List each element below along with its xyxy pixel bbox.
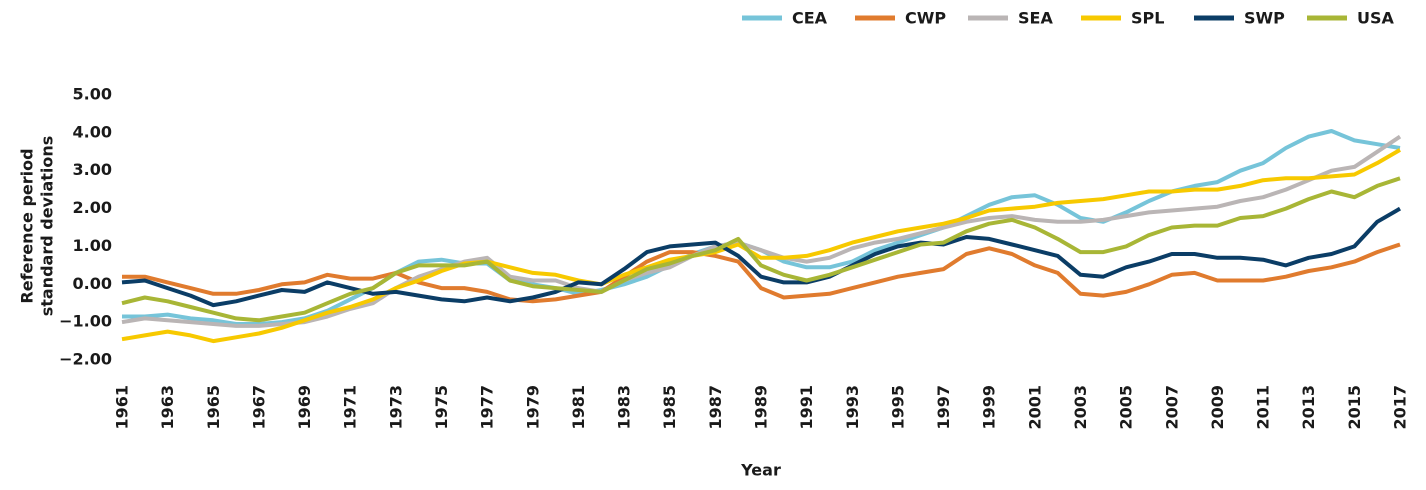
- x-tick-label: 1977: [478, 385, 497, 430]
- x-tick-label: 2015: [1345, 385, 1364, 430]
- x-tick-label: 1989: [752, 385, 771, 430]
- x-tick-label: 2011: [1254, 385, 1273, 430]
- y-tick-label: 5.00: [73, 85, 112, 104]
- y-tick-label: −1.00: [59, 312, 112, 331]
- y-tick-label: 2.00: [73, 198, 112, 217]
- x-tick-label: 1969: [295, 385, 314, 430]
- x-tick-label: 2007: [1162, 385, 1181, 430]
- x-tick-label: 2013: [1299, 385, 1318, 430]
- x-tick-label: 1997: [934, 385, 953, 430]
- y-axis-label: Reference period: [18, 148, 37, 303]
- legend-label: USA: [1357, 9, 1395, 28]
- y-tick-label: 0.00: [73, 274, 112, 293]
- legend-label: CEA: [792, 9, 828, 28]
- series-line: [121, 148, 1402, 344]
- x-tick-label: 2005: [1117, 385, 1136, 430]
- x-tick-label: 1993: [843, 385, 862, 430]
- x-tick-label: 2001: [1025, 385, 1044, 430]
- x-tick-label: 1971: [341, 385, 360, 430]
- x-tick-label: 1987: [706, 385, 725, 430]
- x-tick-label: 1981: [569, 385, 588, 430]
- x-tick-label: 1975: [432, 385, 451, 430]
- y-tick-label: −2.00: [59, 350, 112, 369]
- y-axis-label: standard deviations: [38, 136, 57, 317]
- x-tick-label: 2003: [1071, 385, 1090, 430]
- x-tick-label: 1967: [249, 385, 268, 430]
- x-tick-label: 1999: [980, 385, 999, 430]
- x-tick-label: 1991: [797, 385, 816, 430]
- legend-label: SWP: [1244, 9, 1285, 28]
- series-line: [121, 176, 1401, 323]
- x-tick-label: 2009: [1208, 385, 1227, 430]
- x-tick-label: 2017: [1391, 385, 1410, 430]
- x-tick-label: 1985: [660, 385, 679, 430]
- y-tick-label: 1.00: [73, 236, 112, 255]
- x-tick-label: 1963: [158, 385, 177, 430]
- legend-label: SEA: [1018, 9, 1053, 28]
- series-line: [121, 134, 1402, 328]
- x-tick-label: 1973: [386, 385, 405, 430]
- legend-label: CWP: [905, 9, 946, 28]
- x-tick-label: 1983: [615, 385, 634, 430]
- x-tick-label: 1965: [204, 385, 223, 430]
- series-line: [121, 206, 1402, 308]
- series-line: [122, 242, 1401, 304]
- x-tick-label: 1995: [888, 385, 907, 430]
- x-tick-label: 1961: [113, 385, 132, 430]
- x-axis-label: Year: [740, 461, 781, 480]
- x-tick-label: 1979: [523, 385, 542, 430]
- y-tick-label: 4.00: [73, 122, 112, 141]
- legend-label: SPL: [1131, 9, 1164, 28]
- y-tick-label: 3.00: [73, 160, 112, 179]
